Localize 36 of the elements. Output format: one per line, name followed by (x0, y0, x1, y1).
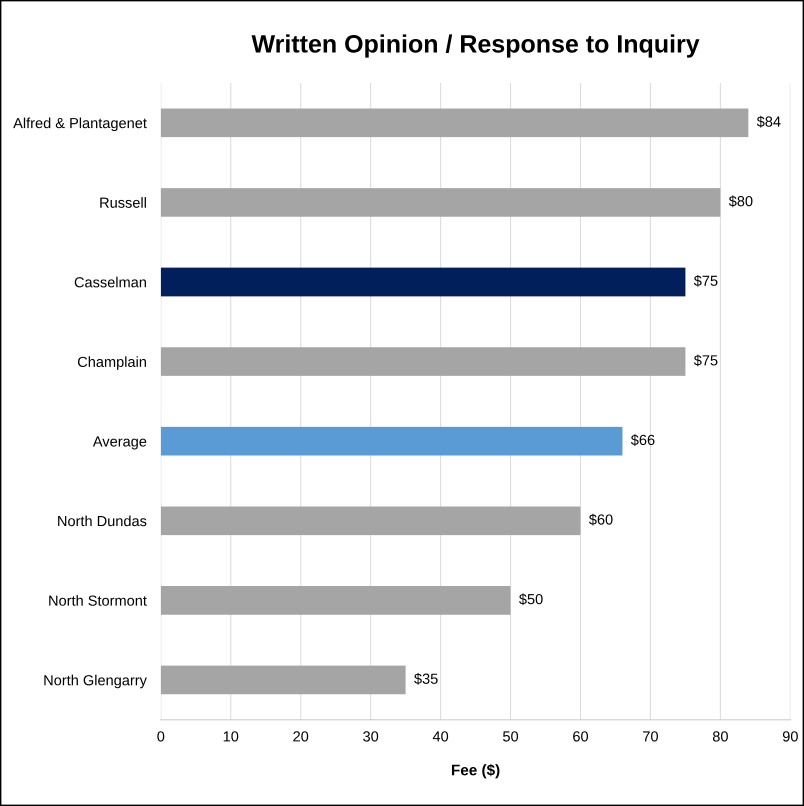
x-tick-label: 10 (224, 731, 238, 742)
bar (160, 347, 686, 376)
x-tick-label: 70 (643, 731, 658, 742)
chart-title: Written Opinion / Response to Inquiry (252, 34, 700, 58)
x-tick-label: 30 (363, 731, 378, 742)
data-label: $50 (519, 593, 543, 606)
y-tick-label: Average (92, 436, 146, 450)
x-tick-label: 90 (782, 731, 798, 742)
data-label: $84 (756, 116, 781, 128)
bar (160, 586, 511, 615)
y-tick-label: Casselman (74, 276, 146, 288)
x-tick-label: 40 (432, 731, 448, 742)
bar (160, 666, 406, 694)
x-tick-label: 60 (573, 731, 588, 742)
y-tick-label: North Glengarry (44, 674, 147, 688)
data-label: $35 (414, 672, 438, 685)
data-label: $75 (694, 354, 718, 366)
data-label: $60 (588, 514, 613, 526)
bar (160, 268, 686, 296)
data-label: $66 (630, 434, 654, 446)
x-tick-label: 0 (157, 731, 164, 742)
y-tick-label: Russell (100, 197, 146, 208)
y-tick-label: North Stormont (49, 595, 147, 606)
bar (160, 188, 720, 217)
y-tick-label: Alfred & Plantagenet (13, 118, 147, 132)
x-tick-label: 80 (712, 731, 728, 742)
x-tick-label: 50 (503, 731, 518, 742)
data-label: $75 (694, 274, 718, 287)
bar (160, 506, 580, 536)
bar (160, 108, 748, 138)
bar (160, 426, 622, 456)
y-tick-label: Champlain (78, 356, 146, 370)
y-tick-label: North Dundas (58, 515, 146, 526)
x-axis-title: Fee ($) (452, 764, 500, 778)
x-tick-label: 20 (293, 731, 308, 742)
data-label: $80 (728, 195, 752, 208)
